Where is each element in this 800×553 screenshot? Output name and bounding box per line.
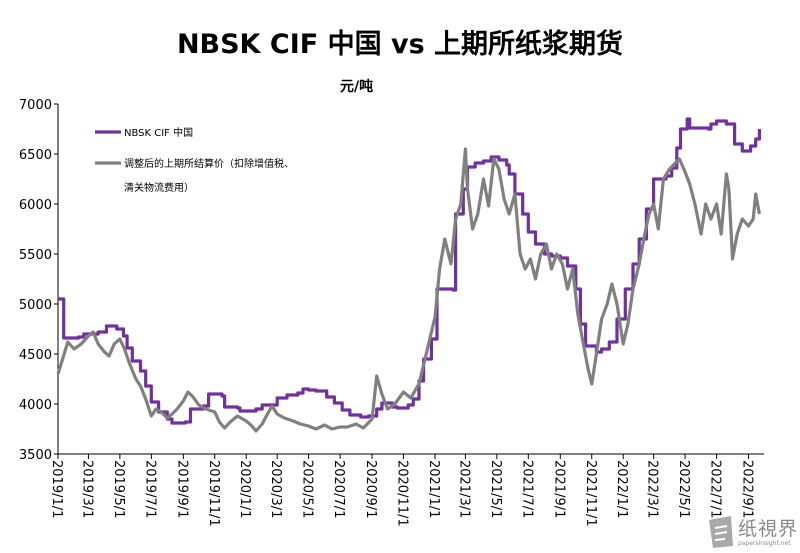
x-tick-label: 2022/9/1: [740, 460, 755, 518]
series-line-2: [56, 147, 761, 433]
unit-label: 元/吨: [340, 79, 374, 95]
x-tick-label: 2020/7/1: [331, 460, 346, 518]
watermark-text: 纸視界: [738, 518, 799, 540]
x-tick-label: 2019/1/1: [49, 460, 64, 518]
y-tick-label: 6000: [19, 198, 52, 213]
x-tick-label: 2019/7/1: [142, 460, 157, 518]
legend-label-2: 清关物流费用）: [124, 181, 194, 194]
x-tick-label: 2022/7/1: [708, 460, 723, 518]
x-tick-label: 2020/9/1: [363, 460, 378, 518]
x-tick-label: 2020/11/1: [395, 460, 410, 527]
legend-label-2: 调整后的上期所结算价（扣除增值税、: [124, 157, 294, 170]
x-tick-label: 2020/3/1: [268, 460, 283, 518]
x-tick-label: 2019/3/1: [79, 460, 94, 518]
y-tick-label: 5500: [19, 248, 52, 263]
x-tick-label: 2020/5/1: [300, 460, 315, 518]
y-tick-label: 4000: [19, 398, 52, 413]
watermark-logo-icon: [709, 516, 733, 548]
x-tick-label: 2020/1/1: [237, 460, 252, 518]
x-tick-label: 2022/1/1: [614, 460, 629, 518]
y-tick-label: 5000: [19, 298, 52, 313]
x-tick-label: 2021/1/1: [426, 460, 441, 518]
y-tick-label: 3500: [19, 448, 52, 463]
legend-label-1: NBSK CIF 中国: [124, 126, 193, 139]
watermark: 纸視界 papersinsight.net: [705, 512, 800, 553]
x-tick-label: 2021/7/1: [519, 460, 534, 518]
axes: 3500 4000 4500 5000 5500 6000 6500 7000 2019/1/1…: [19, 98, 764, 527]
chart-title: NBSK CIF 中国 vs 上期所纸浆期货: [176, 29, 624, 60]
x-tick-label: 2021/3/1: [456, 460, 471, 518]
x-tick-label: 2021/5/1: [488, 460, 503, 518]
watermark-subtext: papersinsight.net: [738, 540, 791, 547]
x-tick-label: 2019/9/1: [174, 460, 189, 518]
y-tick-label: 4500: [19, 348, 52, 363]
x-tick-label: 2021/11/1: [583, 460, 598, 527]
x-tick-label: 2019/5/1: [111, 460, 126, 518]
series-group: [56, 117, 761, 433]
y-tick-label: 6500: [19, 148, 52, 163]
x-tick-label: 2021/9/1: [551, 460, 566, 518]
x-tick-label: 2022/5/1: [676, 460, 691, 518]
y-tick-label: 7000: [19, 98, 52, 113]
x-tick-label: 2019/11/1: [206, 460, 221, 527]
x-tick-label: 2022/3/1: [645, 460, 660, 518]
